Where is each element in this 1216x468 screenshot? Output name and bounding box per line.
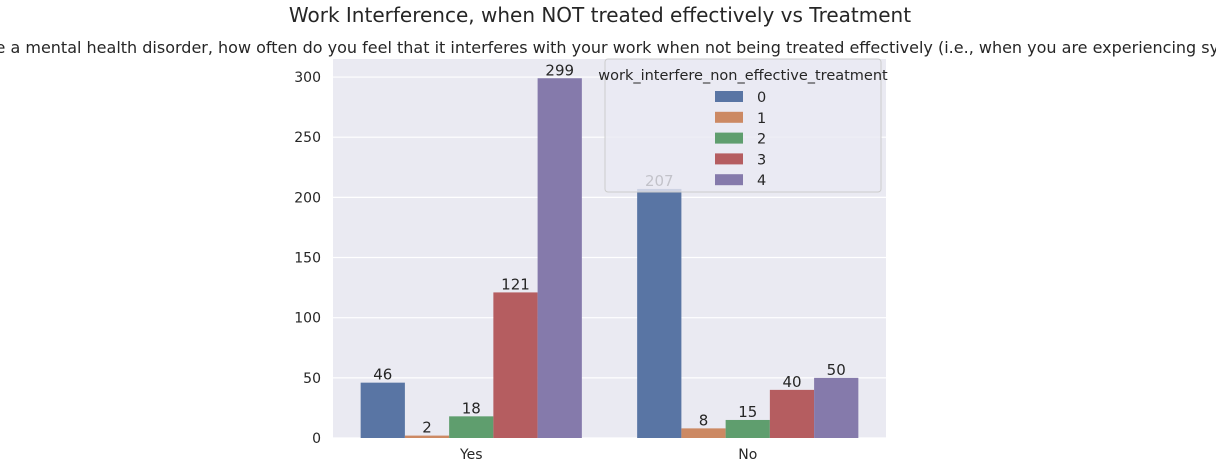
chart-subtitle: if you have a mental health disorder, ho… [0, 38, 1216, 57]
data-label: 50 [827, 361, 846, 379]
y-tick-label: 300 [294, 70, 321, 86]
bar-yes-0 [360, 382, 405, 438]
x-axis-ticks: Yes No [459, 447, 757, 463]
bar-no-1 [681, 428, 726, 438]
bar-yes-4 [537, 78, 582, 438]
x-tick-label: Yes [459, 447, 483, 463]
legend-items: 0 1 2 3 4 [715, 90, 766, 189]
legend-entry: 1 [757, 111, 766, 127]
y-tick-label: 200 [294, 190, 321, 206]
y-tick-label: 150 [294, 251, 321, 267]
legend-swatch [715, 111, 743, 123]
data-label: 40 [782, 373, 801, 391]
legend-swatch [715, 91, 743, 102]
y-tick-label: 250 [294, 130, 321, 146]
legend-swatch [715, 153, 743, 165]
legend: work_interfere_non_effective_treatment 0… [598, 58, 888, 193]
y-axis-ticks: 0 50 100 150 200 250 300 [294, 70, 321, 447]
data-label: 8 [699, 411, 709, 429]
y-tick-label: 100 [294, 311, 321, 327]
legend-entry: 4 [757, 173, 766, 189]
bar-no-2 [725, 419, 770, 438]
y-tick-label: 0 [312, 431, 321, 447]
data-label: 121 [501, 275, 530, 293]
legend-title: work_interfere_non_effective_treatment [598, 68, 888, 84]
bar-yes-1 [404, 435, 450, 438]
legend-swatch [715, 174, 743, 186]
legend-entry: 3 [757, 152, 766, 168]
data-label: 2 [422, 419, 432, 437]
bars [360, 78, 859, 438]
y-tick-label: 50 [303, 371, 321, 387]
legend-swatch [715, 132, 743, 144]
bar-no-0 [637, 188, 682, 438]
data-label: 18 [462, 399, 481, 417]
chart-title: Work Interference, when NOT treated effe… [289, 3, 911, 27]
bar-no-4 [814, 377, 859, 438]
legend-frame [604, 58, 882, 193]
legend-entry: 0 [757, 90, 766, 106]
data-label: 46 [373, 366, 392, 384]
bar-yes-2 [449, 416, 494, 438]
legend-entry: 2 [757, 132, 766, 148]
x-tick-label: No [738, 447, 757, 463]
bar-no-3 [769, 389, 815, 438]
data-label: 15 [738, 403, 757, 421]
bar-yes-3 [493, 292, 538, 438]
data-label: 299 [545, 61, 574, 79]
